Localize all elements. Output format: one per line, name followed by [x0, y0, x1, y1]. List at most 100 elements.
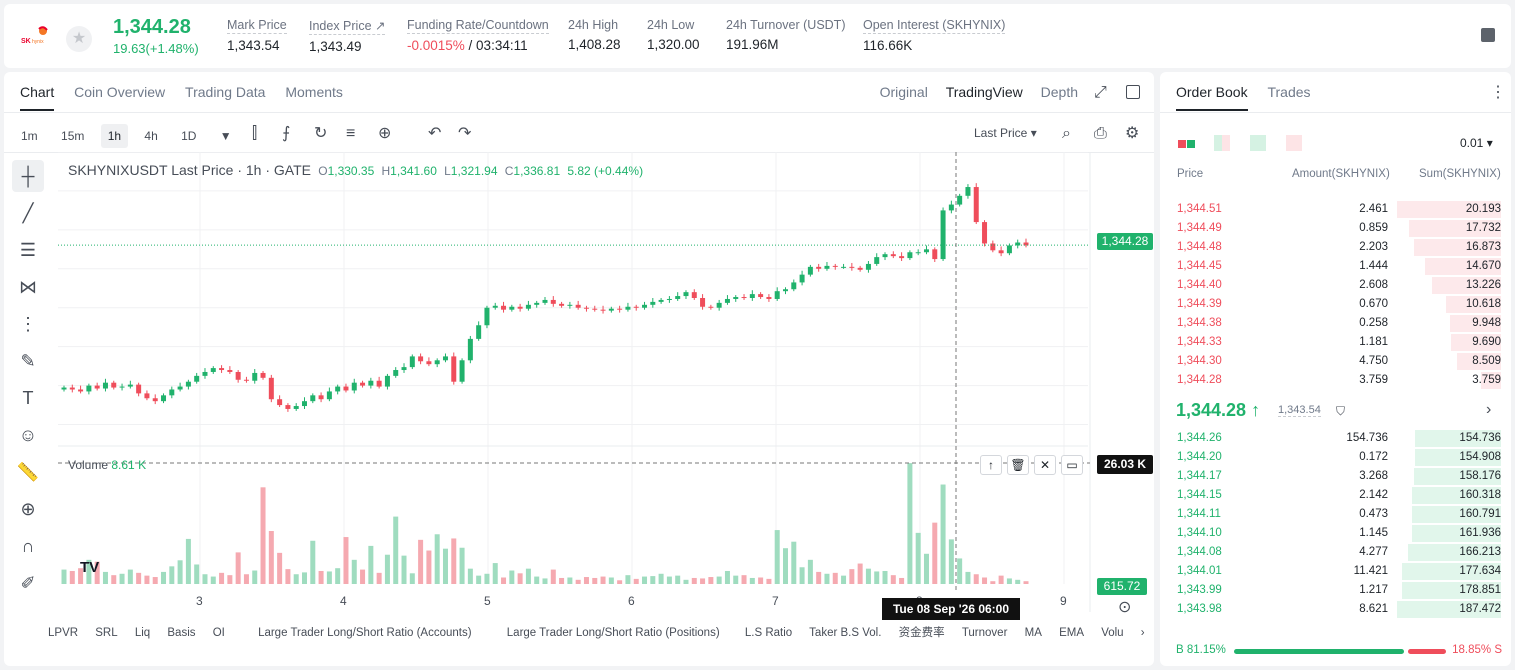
bid-row[interactable]: 1,344.15 2.142 160.318 — [1160, 486, 1511, 505]
settings-gear-icon[interactable]: ⚙ — [1125, 125, 1140, 142]
ask-row[interactable]: 1,344.48 2.203 16.873 — [1160, 238, 1511, 257]
candle-body — [733, 297, 739, 299]
stat-open-interest[interactable]: Open Interest (SKHYNIX) 116.66K — [863, 18, 1006, 53]
undo-icon[interactable]: ↶ — [428, 125, 442, 142]
view-tradingview[interactable]: TradingView — [945, 84, 1023, 100]
indicator-volu[interactable]: Volu — [1101, 627, 1124, 639]
indicator-turnover[interactable]: Turnover — [961, 627, 1008, 639]
ask-row[interactable]: 1,344.33 1.181 9.690 — [1160, 333, 1511, 352]
indicator-icon[interactable]: ⨍ — [282, 125, 291, 142]
ask-row[interactable]: 1,344.51 2.461 20.193 — [1160, 200, 1511, 219]
indicator-oi[interactable]: OI — [212, 627, 225, 639]
candle-type-icon[interactable]: ⫿ — [252, 125, 258, 142]
indicator-funding[interactable]: 资金费率 — [898, 627, 945, 639]
chevron-down-icon[interactable]: ▼ — [219, 129, 232, 143]
crosshair-icon[interactable]: ┼ — [12, 160, 44, 192]
bid-row[interactable]: 1,344.10 1.145 161.936 — [1160, 524, 1511, 543]
layout-bids-icon[interactable] — [1250, 135, 1266, 151]
layout-asks-icon[interactable] — [1286, 135, 1302, 151]
ask-row[interactable]: 1,344.49 0.859 17.732 — [1160, 219, 1511, 238]
chevron-right-icon[interactable]: › — [1486, 401, 1492, 418]
trendline-icon[interactable]: ╱ — [22, 203, 34, 223]
view-depth[interactable]: Depth — [1040, 84, 1078, 100]
pattern-icon[interactable]: ⋈ — [19, 277, 37, 297]
bid-row[interactable]: 1,344.01 11.421 177.634 — [1160, 562, 1511, 581]
ask-row[interactable]: 1,344.45 1.444 14.670 — [1160, 257, 1511, 276]
ask-sum: 3.759 — [1472, 374, 1501, 386]
zoom-in-icon[interactable]: ⊕ — [20, 499, 36, 519]
pencil-icon[interactable]: ✐ — [20, 573, 36, 593]
collapse-icon[interactable]: ✕ — [1034, 455, 1056, 475]
bid-row[interactable]: 1,344.11 0.473 160.791 — [1160, 505, 1511, 524]
bid-row[interactable]: 1,343.99 1.217 178.851 — [1160, 581, 1511, 600]
template-icon[interactable]: ≡ — [346, 125, 356, 142]
tab-moments[interactable]: Moments — [285, 84, 343, 100]
indicator-taker-vol[interactable]: Taker B.S Vol. — [809, 627, 882, 639]
ask-row[interactable]: 1,344.30 4.750 8.509 — [1160, 352, 1511, 371]
reset-chart-icon[interactable]: ⊙ — [1118, 599, 1132, 616]
camera-icon[interactable]: ⎙ — [1094, 125, 1107, 142]
bid-row[interactable]: 1,344.26 154.736 154.736 — [1160, 429, 1511, 448]
volume-bar — [658, 573, 664, 584]
indicator-liq[interactable]: Liq — [134, 627, 151, 639]
indicator-ema[interactable]: EMA — [1059, 627, 1084, 639]
indicator-lpvr[interactable]: LPVR — [48, 627, 79, 639]
horizontal-lines-icon[interactable]: ☰ — [19, 240, 37, 260]
indicator-basis[interactable]: Basis — [167, 627, 196, 639]
tf-15m[interactable]: 15m — [61, 129, 85, 143]
current-price-tag: 1,344.28 — [1097, 233, 1153, 250]
layout-split-icon[interactable] — [1214, 135, 1230, 151]
view-original[interactable]: Original — [879, 84, 928, 100]
add-indicator-icon[interactable]: ⊕ — [378, 125, 392, 142]
bid-row[interactable]: 1,344.08 4.277 166.213 — [1160, 543, 1511, 562]
emoji-icon[interactable]: ☺ — [18, 425, 38, 445]
ask-row[interactable]: 1,344.38 0.258 9.948 — [1160, 314, 1511, 333]
brush-icon[interactable]: ✎ — [20, 351, 36, 371]
delete-icon[interactable]: 🗑 — [1007, 455, 1029, 475]
price-type-select[interactable]: Last Price ▾ — [974, 126, 1037, 140]
indicator-srl[interactable]: SRL — [95, 627, 118, 639]
tf-1d[interactable]: 1D — [181, 129, 197, 143]
tf-1h[interactable]: 1h — [100, 124, 129, 148]
indicator-lt-positions[interactable]: Large Trader Long/Short Ratio (Positions… — [506, 627, 720, 639]
tf-1m[interactable]: 1m — [21, 129, 38, 143]
move-up-icon[interactable]: ↑ — [980, 455, 1002, 475]
search-icon[interactable]: ⌕ — [1062, 125, 1071, 142]
tab-chart[interactable]: Chart — [20, 84, 55, 111]
ruler-icon[interactable]: 📏 — [16, 462, 40, 482]
price-chart[interactable]: 1,440.001,400.001,360.001,320.001,280.00… — [58, 152, 1098, 612]
tab-trading-data[interactable]: Trading Data — [185, 84, 266, 100]
magnet-icon[interactable]: ∩ — [21, 536, 35, 556]
tick-size-select[interactable]: 0.01 ▾ — [1460, 136, 1493, 150]
redo-icon[interactable]: ↷ — [458, 125, 472, 142]
maximize-icon[interactable]: ▭ — [1061, 455, 1083, 475]
bid-price: 1,344.20 — [1177, 451, 1222, 463]
tab-trades[interactable]: Trades — [1267, 84, 1311, 100]
stat-index-price[interactable]: Index Price ↗ 1,343.49 — [309, 19, 386, 54]
favorite-star-icon[interactable]: ★ — [66, 26, 92, 52]
indicator-ls-ratio[interactable]: L.S Ratio — [744, 627, 793, 639]
stat-funding-rate[interactable]: Funding Rate/Countdown -0.0015% / 03:34:… — [407, 18, 549, 53]
ask-row[interactable]: 1,344.39 0.670 10.618 — [1160, 295, 1511, 314]
bid-row[interactable]: 1,344.20 0.172 154.908 — [1160, 448, 1511, 467]
replay-icon[interactable]: ↻ — [314, 125, 328, 142]
tf-4h[interactable]: 4h — [144, 129, 158, 143]
book-icon[interactable] — [1481, 28, 1495, 42]
bid-row[interactable]: 1,343.98 8.621 187.472 — [1160, 600, 1511, 619]
text-tool-icon[interactable]: T — [22, 388, 34, 408]
ask-row[interactable]: 1,344.40 2.608 13.226 — [1160, 276, 1511, 295]
chevron-right-icon[interactable]: › — [1140, 627, 1145, 639]
ask-row[interactable]: 1,344.28 3.759 3.759 — [1160, 371, 1511, 390]
window-icon[interactable] — [1126, 85, 1140, 99]
more-options-icon[interactable]: ⋮ — [1490, 84, 1506, 101]
bid-row[interactable]: 1,344.17 3.268 158.176 — [1160, 467, 1511, 486]
expand-icon[interactable]: ⤢ — [1094, 84, 1107, 101]
indicator-ma[interactable]: MA — [1024, 627, 1042, 639]
layout-both-icon[interactable] — [1178, 135, 1195, 153]
fib-icon[interactable]: ⋮ — [19, 314, 37, 334]
indicator-lt-accounts[interactable]: Large Trader Long/Short Ratio (Accounts) — [258, 627, 472, 639]
tab-order-book[interactable]: Order Book — [1176, 84, 1248, 111]
depth-bar — [1412, 525, 1501, 542]
depth-bar — [1397, 201, 1501, 218]
tab-coin-overview[interactable]: Coin Overview — [74, 84, 166, 100]
